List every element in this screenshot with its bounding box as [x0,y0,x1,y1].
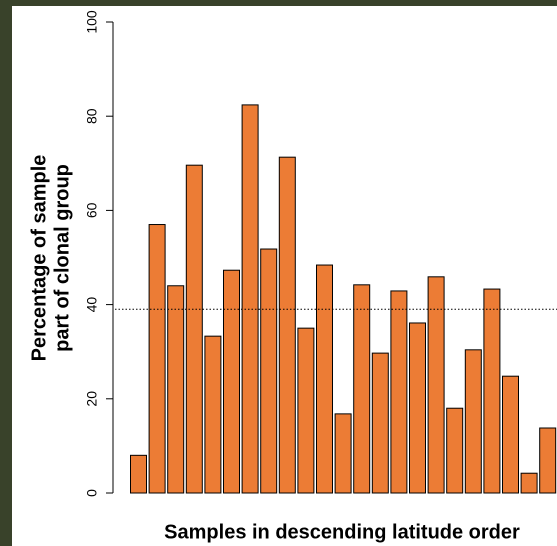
y-tick-label: 60 [84,202,100,218]
y-tick-label: 80 [84,108,100,124]
bar [539,427,557,494]
bar [390,290,408,494]
bar [130,454,147,494]
y-axis-label: Percentage of sample [28,155,50,362]
bar [464,349,482,494]
bar [223,269,240,494]
bar [483,288,501,494]
bar [297,327,315,494]
y-tick-label: 100 [84,10,100,34]
bar [148,224,166,494]
bar [334,413,352,494]
bar [185,164,203,494]
y-tick-label: 0 [84,489,100,497]
y-tick-label: 40 [84,297,100,313]
bar [241,104,259,494]
bar [316,264,333,494]
bar [204,335,222,494]
bar [409,322,426,494]
y-axis-label: part of clonal group [51,164,73,352]
bar [260,248,278,494]
bar [502,375,519,494]
bar [427,276,445,494]
bar [520,472,538,494]
y-tick-label: 20 [84,391,100,407]
bar [353,284,371,494]
x-axis-label: Samples in descending latitude order [164,521,520,543]
bar [371,352,389,494]
bar [167,285,185,494]
bar [446,407,464,494]
bar [278,156,296,494]
